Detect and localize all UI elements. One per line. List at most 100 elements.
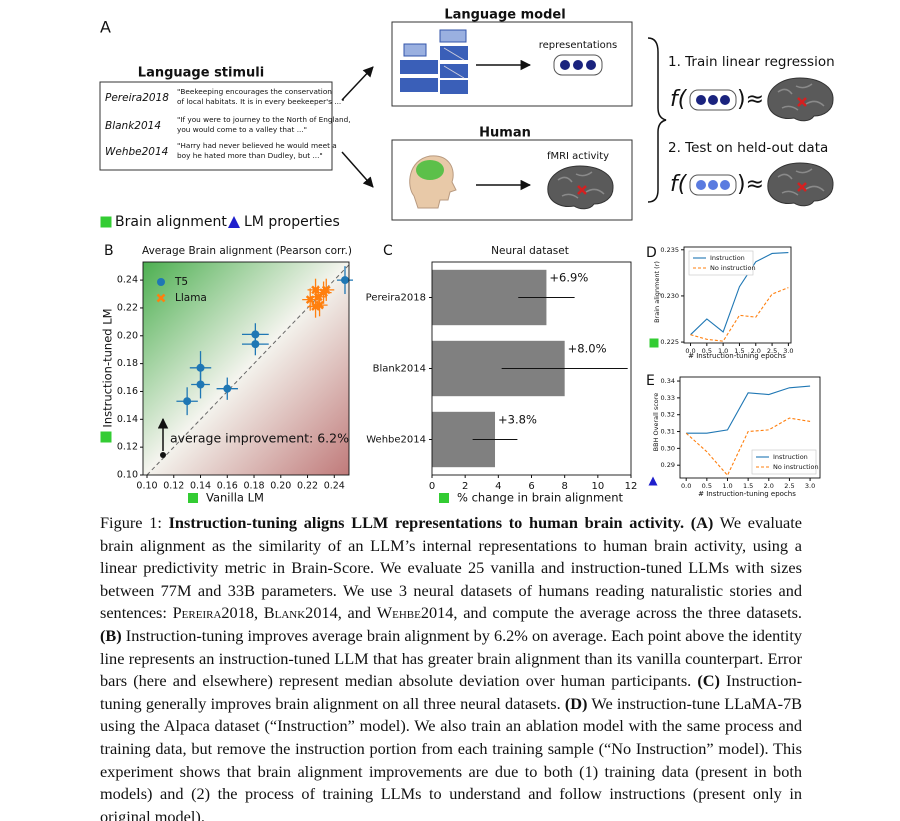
dataset-name: Blank2014 xyxy=(105,120,161,132)
value-label: +6.9% xyxy=(549,270,588,284)
stimulus-text: you would come to a valley that ..." xyxy=(177,125,307,134)
caption-text: (C) xyxy=(697,671,720,691)
legend-box xyxy=(688,250,754,276)
caption-text: Pereira2018 xyxy=(172,603,254,623)
plot-frame xyxy=(142,261,350,476)
caption-text: We instruction-tune LLaMA-7B using the A… xyxy=(100,693,802,821)
arrow xyxy=(341,66,374,101)
x-axis-label: # Instruction-tuning epochs xyxy=(698,490,796,498)
fmri-label: fMRI activity xyxy=(547,151,609,162)
panel-label: E xyxy=(646,373,655,389)
stimuli-title: Language stimuli xyxy=(138,66,264,81)
legend-box xyxy=(751,449,817,475)
x-tick-label: 2.0 xyxy=(764,482,774,490)
stimulus-text: "Beekeeping encourages the conservation xyxy=(177,87,332,96)
point xyxy=(321,285,331,295)
y-tick-label: 0.16 xyxy=(117,386,138,397)
annotation: average improvement: 6.2% xyxy=(170,431,349,446)
caption-text: , and compute the average across the thr… xyxy=(453,603,803,623)
legend-marker xyxy=(156,293,166,303)
brain-icon xyxy=(766,161,835,208)
figure: A Language stimuli Pereira2018 "Beekeepi… xyxy=(99,8,835,505)
y-tick-label: 0.31 xyxy=(661,428,675,436)
y-tick-label: 0.20 xyxy=(117,330,138,341)
category-label: Pereira2018 xyxy=(366,293,426,304)
x-tick-label: 0.0 xyxy=(685,347,695,355)
x-tick-label: 1.5 xyxy=(734,347,744,355)
y-tick-label: 0.14 xyxy=(117,414,138,425)
step-text: 1. Train linear regression xyxy=(668,54,835,70)
chart-title: Neural dataset xyxy=(491,245,569,257)
y-tick-label: 0.18 xyxy=(117,358,138,369)
human-box xyxy=(391,139,633,221)
point xyxy=(183,397,192,406)
caption-text: Wehbe2014 xyxy=(376,603,454,623)
y-tick-label: 0.12 xyxy=(117,442,138,453)
legend-label: LM properties xyxy=(244,214,340,230)
category-label: Blank2014 xyxy=(373,364,426,375)
x-tick-label: 0 xyxy=(429,481,435,492)
representation-vector xyxy=(689,174,737,196)
x-tick-label: 2.5 xyxy=(784,482,794,490)
value-label: +3.8% xyxy=(498,412,537,426)
chart-title: Average Brain alignment (Pearson corr.) xyxy=(142,245,352,257)
x-tick-label: 6 xyxy=(528,481,534,492)
stimulus-text: "If you were to journey to the North of … xyxy=(177,115,351,124)
y-tick-label: 0.33 xyxy=(661,394,675,402)
x-tick-label: 8 xyxy=(561,481,567,492)
y-tick-label: 0.235 xyxy=(660,246,679,254)
panel-label: B xyxy=(104,243,114,259)
plot-background xyxy=(143,262,349,475)
x-tick-label: 0.12 xyxy=(163,481,184,492)
plot-frame xyxy=(683,246,792,344)
x-tick-label: 0.5 xyxy=(702,347,712,355)
legend-label: No instruction xyxy=(710,264,756,272)
point xyxy=(340,276,349,285)
caption-text: Blank2014 xyxy=(263,603,338,623)
caption-text: Instruction-tuning aligns LLM representa… xyxy=(168,513,685,532)
formula: f( xyxy=(670,172,688,197)
x-tick-label: 0.20 xyxy=(270,481,291,492)
y-tick-label: 0.22 xyxy=(117,302,138,313)
legend-label: Brain alignment xyxy=(115,214,227,230)
x-tick-label: 1.0 xyxy=(718,347,728,355)
legend-marker xyxy=(100,216,112,228)
x-tick-label: 3.0 xyxy=(783,347,793,355)
caption-text: , and xyxy=(337,603,377,623)
legend-label: Instruction xyxy=(773,453,808,461)
x-tick-label: 4 xyxy=(495,481,501,492)
y-tick-label: 0.34 xyxy=(661,377,675,385)
caption: Figure 1: Instruction-tuning aligns LLM … xyxy=(100,512,802,821)
human-title: Human xyxy=(479,126,531,141)
legend-marker xyxy=(157,278,165,286)
value-label: +8.0% xyxy=(568,341,607,355)
caption-text: Figure 1: xyxy=(100,513,169,532)
x-tick-label: 0.18 xyxy=(243,481,264,492)
stimulus-text: boy he hated more than Dudley, but ..." xyxy=(177,151,323,160)
x-tick-label: 0.14 xyxy=(190,481,211,492)
panel-label: D xyxy=(646,245,657,261)
y-axis-label: Instruction-tuned LM xyxy=(101,308,115,427)
stimuli-box xyxy=(99,81,333,171)
formula: )≈ xyxy=(737,172,764,197)
axis-marker xyxy=(100,431,112,443)
caption-text: (A) xyxy=(690,513,714,532)
caption-text: We evaluate brain alignment as the simil… xyxy=(100,513,802,623)
x-tick-label: 2 xyxy=(462,481,468,492)
caption-text: , xyxy=(253,603,264,623)
x-tick-label: 0.22 xyxy=(297,481,318,492)
stimulus-text: of local habitats. It is in every beekee… xyxy=(177,97,345,106)
caption-text: Instruction-tuning improves average brai… xyxy=(100,625,802,691)
step-text: 2. Test on held-out data xyxy=(668,140,828,156)
point xyxy=(196,363,205,372)
representation-vector xyxy=(553,54,603,76)
brace xyxy=(647,37,667,203)
axis-marker xyxy=(188,493,198,503)
x-tick-label: 0.24 xyxy=(324,481,345,492)
caption-text: Instruction-tuning generally improves br… xyxy=(100,671,803,713)
representation-vector xyxy=(689,89,737,111)
stimulus-text: "Harry had never believed he would meet … xyxy=(177,141,337,150)
caption-text: (D) xyxy=(564,693,588,713)
x-tick-label: 1.0 xyxy=(722,482,732,490)
